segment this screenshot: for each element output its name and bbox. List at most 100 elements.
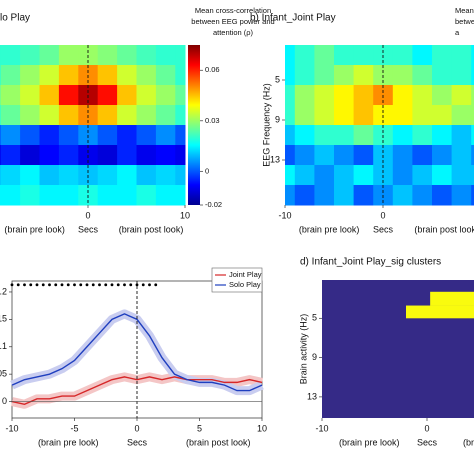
heatmap-cell bbox=[155, 165, 176, 186]
heatmap-cell bbox=[353, 105, 374, 126]
sig-dot bbox=[35, 283, 39, 287]
heatmap-cell bbox=[353, 165, 374, 186]
heatmap-cell bbox=[58, 45, 79, 66]
panel-title: lo Play bbox=[0, 13, 30, 24]
heatmap-cell bbox=[155, 65, 176, 86]
heatmap-cell bbox=[155, 45, 176, 66]
heatmap-cell bbox=[0, 185, 21, 206]
heatmap-cell bbox=[314, 165, 335, 186]
cluster bbox=[406, 305, 474, 319]
heatmap-cell bbox=[432, 165, 453, 186]
x-axis-label: Secs bbox=[127, 437, 148, 447]
colorbar-label: between bbox=[455, 17, 474, 26]
sig-dot bbox=[85, 283, 89, 287]
heatmap-cell bbox=[0, 105, 2, 126]
heatmap-cell bbox=[20, 125, 40, 146]
sig-dot bbox=[10, 283, 14, 287]
panel-title: d) Infant_Joint Play_sig clusters bbox=[300, 257, 441, 268]
series-line bbox=[11, 313, 263, 392]
heatmap-cell bbox=[0, 85, 21, 106]
sig-dot bbox=[91, 283, 95, 287]
heatmap-cell bbox=[97, 65, 118, 86]
heatmap-cell bbox=[117, 185, 137, 206]
heatmap-cell bbox=[392, 45, 413, 66]
x-tick-label: -10 bbox=[278, 210, 291, 220]
colorbar bbox=[188, 45, 200, 205]
heatmap-cell bbox=[285, 165, 296, 186]
heatmap-cell bbox=[20, 165, 40, 186]
x-axis-label: (brain post look) bbox=[463, 437, 474, 447]
heatmap-cell bbox=[155, 85, 176, 106]
y-axis-label: EEG Frequency (Hz) bbox=[261, 83, 271, 167]
heatmap-cell bbox=[136, 165, 157, 186]
heatmap-cell bbox=[392, 145, 413, 166]
sig-dot bbox=[98, 283, 101, 287]
x-tick-label: 10 bbox=[180, 210, 190, 220]
sig-dot bbox=[148, 283, 151, 287]
heatmap-cell bbox=[97, 85, 118, 106]
heatmap-cell bbox=[97, 45, 118, 66]
heatmap-cell bbox=[412, 125, 433, 146]
heatmap-cell bbox=[136, 125, 157, 146]
heatmap-cell bbox=[285, 185, 296, 206]
y-tick-label: 0.15 bbox=[0, 314, 7, 324]
x-tick-label: 0 bbox=[134, 423, 139, 433]
x-axis-label: (brain post look) bbox=[186, 437, 251, 447]
heatmap-cell bbox=[0, 185, 2, 206]
heatmap-cell bbox=[294, 125, 315, 146]
sig-dot bbox=[141, 283, 145, 287]
heatmap-cell bbox=[392, 185, 413, 206]
x-axis-label: (brain post look) bbox=[119, 224, 184, 234]
heatmap-cell bbox=[314, 85, 335, 106]
y-tick-label: 5 bbox=[275, 74, 280, 84]
colorbar-tick-label: 0.06 bbox=[205, 65, 220, 74]
x-axis-label: Secs bbox=[417, 437, 438, 447]
sig-dot bbox=[129, 283, 133, 287]
heatmap-cell bbox=[294, 105, 315, 126]
heatmap-cell bbox=[334, 85, 355, 106]
x-tick-label: 5 bbox=[197, 423, 202, 433]
sig-dot bbox=[48, 283, 51, 287]
heatmap-cell bbox=[20, 185, 40, 206]
heatmap-cell bbox=[175, 125, 186, 146]
heatmap-cell bbox=[97, 165, 118, 186]
heatmap-cell bbox=[39, 185, 60, 206]
heatmap-cell bbox=[432, 65, 453, 86]
heatmap-cell bbox=[451, 65, 472, 86]
heatmap-cell bbox=[451, 165, 472, 186]
heatmap-cell bbox=[353, 45, 374, 66]
heatmap-cell bbox=[412, 45, 433, 66]
heatmap-cell bbox=[334, 125, 355, 146]
heatmap-cell bbox=[432, 105, 453, 126]
heatmap-cell bbox=[97, 185, 118, 206]
y-tick-label: 13 bbox=[307, 391, 317, 401]
heatmap-cell bbox=[39, 65, 60, 86]
heatmap-cell bbox=[58, 185, 79, 206]
heatmap-cell bbox=[175, 65, 186, 86]
heatmap-cell bbox=[314, 145, 335, 166]
legend-box bbox=[211, 267, 263, 293]
heatmap-cell bbox=[0, 65, 2, 86]
heatmap-cell bbox=[58, 165, 79, 186]
heatmap-cell bbox=[0, 85, 2, 106]
heatmap-cell bbox=[0, 165, 2, 186]
heatmap-cell bbox=[117, 165, 137, 186]
heatmap-cell bbox=[155, 145, 176, 166]
heatmap-cell bbox=[314, 105, 335, 126]
heatmap-cell bbox=[136, 65, 157, 86]
sig-dot bbox=[29, 283, 33, 287]
heatmap-cell bbox=[136, 105, 157, 126]
heatmap-cell bbox=[334, 45, 355, 66]
heatmap-cell bbox=[20, 85, 40, 106]
sig-dot bbox=[110, 283, 114, 287]
legend-label: Solo Play bbox=[229, 280, 261, 289]
heatmap-cell bbox=[294, 185, 315, 206]
y-tick-label: 5 bbox=[312, 313, 317, 323]
heatmap-cell bbox=[136, 45, 157, 66]
heatmap-cell bbox=[175, 185, 186, 206]
y-tick-label: 0 bbox=[2, 396, 7, 406]
heatmap-cell bbox=[314, 185, 335, 206]
heatmap-cell bbox=[353, 125, 374, 146]
sig-dot bbox=[123, 283, 126, 287]
